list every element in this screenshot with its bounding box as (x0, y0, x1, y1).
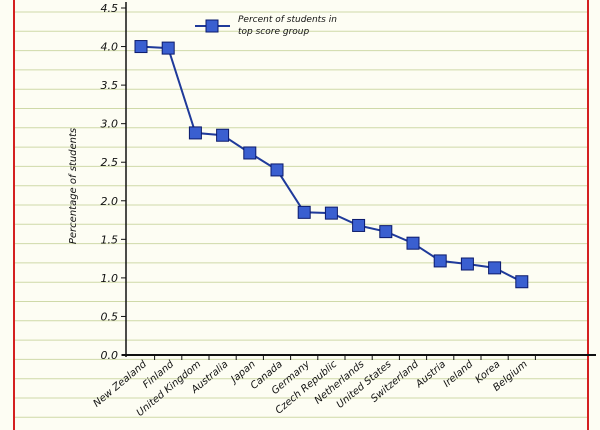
data-point-marker (433, 254, 447, 268)
data-point-marker (134, 40, 148, 54)
gridlines (14, 11, 588, 418)
data-point-marker (297, 205, 311, 219)
data-point-marker (352, 218, 366, 232)
y-tick-label: 4.5 (101, 2, 119, 15)
data-point-marker (270, 163, 284, 177)
y-axis-title: Percentage of students (68, 128, 79, 244)
data-series (134, 40, 529, 289)
legend-marker (205, 19, 219, 33)
legend-label-line: top score group (238, 27, 309, 37)
data-point-marker (188, 126, 202, 140)
y-axis-ticks: 0.0 0.5 1.0 1.5 2.0 2.5 3.0 3.5 4.0 4.5 (101, 2, 126, 362)
data-point-marker (406, 236, 420, 250)
y-tick-label: 3.0 (101, 118, 119, 131)
y-tick-label: 1.0 (101, 272, 119, 285)
y-tick-label: 0.5 (101, 310, 119, 323)
data-point-marker (515, 275, 529, 289)
data-point-marker (243, 146, 257, 160)
y-tick-label: 3.5 (101, 79, 119, 92)
y-tick-label: 0.0 (101, 349, 119, 362)
legend-label: Percent of students in top score group (238, 15, 337, 37)
data-point-marker (324, 206, 338, 220)
data-point-marker (460, 257, 474, 271)
data-point-marker (488, 261, 502, 275)
data-point-marker (161, 41, 175, 55)
axes (122, 2, 596, 357)
data-point-marker (216, 128, 230, 142)
y-tick-label: 2.5 (101, 156, 119, 169)
legend-label-line: Percent of students in (238, 15, 337, 25)
y-tick-label: 4.0 (101, 41, 119, 54)
y-tick-label: 1.5 (101, 233, 119, 246)
legend: Percent of students in top score group (195, 15, 337, 37)
data-point-marker (379, 225, 393, 239)
y-tick-label: 2.0 (101, 195, 119, 208)
